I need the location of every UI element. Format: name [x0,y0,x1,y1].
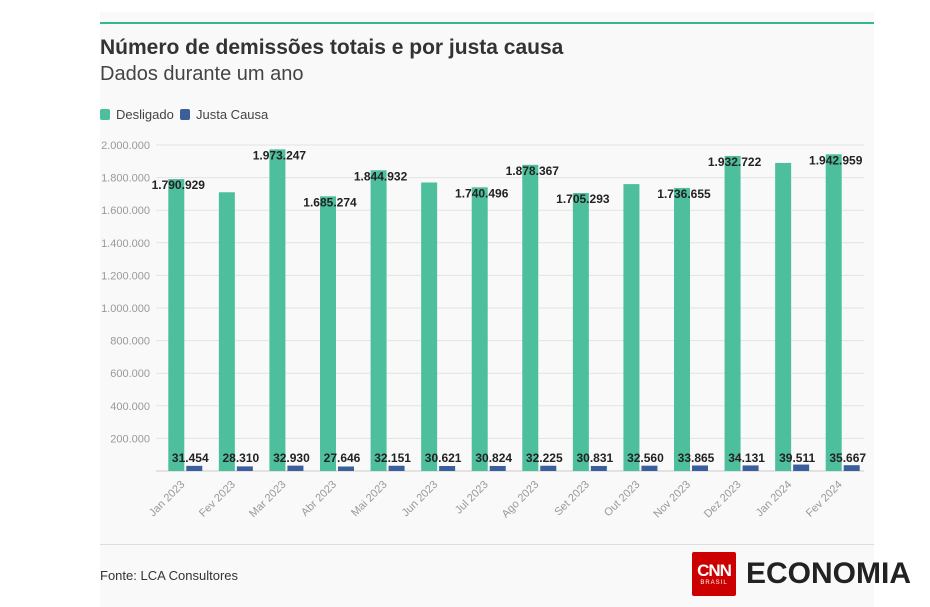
bar-justa-causa[interactable] [540,465,557,471]
bar-desligado[interactable] [572,193,589,472]
data-label-desligado: 1.942.959 [809,153,863,167]
x-tick-label: Mai 2023 [349,479,389,519]
bar-justa-causa[interactable] [590,465,607,471]
bar-justa-causa[interactable] [793,464,810,471]
y-tick-label: 400.000 [110,401,150,413]
bar-justa-causa[interactable] [388,465,405,471]
data-label-justa-causa: 30.621 [425,451,462,465]
bar-desligado[interactable] [522,164,539,471]
data-label-justa-causa: 32.225 [526,451,563,465]
bar-desligado[interactable] [623,184,640,471]
chart-subtitle: Dados durante um ano [100,63,304,85]
bar-desligado[interactable] [825,154,842,472]
x-tick-label: Ago 2023 [500,479,542,521]
x-tick-label: Dez 2023 [702,479,744,521]
cnn-logo-text: CNN [697,560,732,580]
data-label-desligado: 1.844.932 [354,169,408,183]
data-label-justa-causa: 30.824 [475,451,512,465]
data-label-justa-causa: 31.454 [172,451,209,465]
y-tick-label: 1.600.000 [101,205,150,217]
bar-desligado[interactable] [724,155,741,471]
x-tick-label: Out 2023 [602,479,642,519]
footer-divider [100,544,874,545]
y-tick-label: 1.200.000 [101,270,150,282]
x-tick-label: Fev 2024 [804,479,845,520]
data-label-desligado: 1.932.722 [708,155,762,169]
data-label-justa-causa: 35.667 [829,451,866,465]
cnn-economia-logo: CNN BRASIL ECONOMIA [692,552,911,596]
bar-justa-causa[interactable] [742,465,759,471]
x-tick-label: Abr 2023 [299,479,339,519]
data-label-justa-causa: 33.865 [678,451,715,465]
data-label-desligado: 1.973.247 [253,148,307,162]
x-tick-label: Jul 2023 [453,479,491,517]
top-accent-line [100,22,874,24]
legend-swatch-desligado [100,109,110,120]
y-tick-label: 600.000 [110,368,150,380]
x-tick-label: Nov 2023 [651,479,693,521]
legend-label-desligado: Desligado [116,107,174,122]
data-label-justa-causa: 30.831 [577,451,614,465]
x-tick-label: Jan 2023 [147,479,187,519]
legend-item-justa-causa[interactable]: Justa Causa [180,107,268,122]
bar-justa-causa[interactable] [186,465,203,471]
economia-logo-text: ECONOMIA [746,557,911,590]
data-label-justa-causa: 34.131 [728,451,765,465]
data-label-desligado: 1.878.367 [506,164,560,178]
bar-desligado[interactable] [471,187,488,472]
x-tick-label: Jan 2024 [754,479,794,519]
data-label-justa-causa: 32.151 [374,451,411,465]
y-tick-label: 1.400.000 [101,238,150,250]
bar-justa-causa[interactable] [236,466,253,471]
bar-desligado[interactable] [320,196,336,471]
bar-desligado[interactable] [775,162,792,471]
bar-desligado[interactable] [269,149,286,472]
data-label-desligado: 1.790.929 [152,178,206,192]
bar-desligado[interactable] [168,179,185,472]
legend-label-justa-causa: Justa Causa [196,107,269,122]
y-tick-label: 1.800.000 [101,173,150,185]
x-tick-label: Mar 2023 [247,479,288,520]
y-tick-label: 1.000.000 [101,303,150,315]
x-tick-label: Jun 2023 [400,479,440,519]
cnn-logo-box: CNN BRASIL [692,552,736,596]
cnn-logo-subtext: BRASIL [700,579,728,586]
legend-swatch-justa-causa [180,109,190,120]
y-tick-label: 800.000 [110,336,150,348]
data-label-desligado: 1.736.655 [657,187,711,201]
bar-desligado[interactable] [674,187,690,471]
y-tick-label: 200.000 [110,433,150,445]
bar-justa-causa[interactable] [692,465,708,471]
bar-chart: 200.000 400.000 600.000 800.000 1.000.000 1.2… [101,140,866,521]
bar-justa-causa[interactable] [843,465,860,471]
x-tick-label: Fev 2023 [197,479,238,520]
bar-desligado[interactable] [421,182,438,472]
legend-item-desligado[interactable]: Desligado [100,107,174,122]
chart-title: Número de demissões totais e por justa c… [100,36,564,59]
data-label-desligado: 1.705.293 [556,192,610,206]
data-label-justa-causa: 39.511 [779,451,815,465]
bar-justa-causa[interactable] [338,466,354,471]
data-label-desligado: 1.685.274 [303,195,357,209]
bar-justa-causa[interactable] [641,465,658,471]
bar-justa-causa[interactable] [439,466,456,471]
data-label-justa-causa: 32.560 [627,451,664,465]
data-label-justa-causa: 27.646 [324,451,361,465]
x-tick-label: Set 2023 [552,479,592,519]
bar-justa-causa[interactable] [287,465,304,471]
data-label-justa-causa: 32.930 [273,451,310,465]
bar-desligado[interactable] [370,170,387,472]
chart-card: Número de demissões totais e por justa c… [100,12,911,607]
bar-desligado[interactable] [218,192,235,471]
source-note: Fonte: LCA Consultores [100,568,239,583]
bar-justa-causa[interactable] [489,465,506,471]
y-tick-label: 2.000.000 [101,140,150,152]
data-label-justa-causa: 28.310 [223,451,260,465]
data-label-desligado: 1.740.496 [455,186,509,200]
